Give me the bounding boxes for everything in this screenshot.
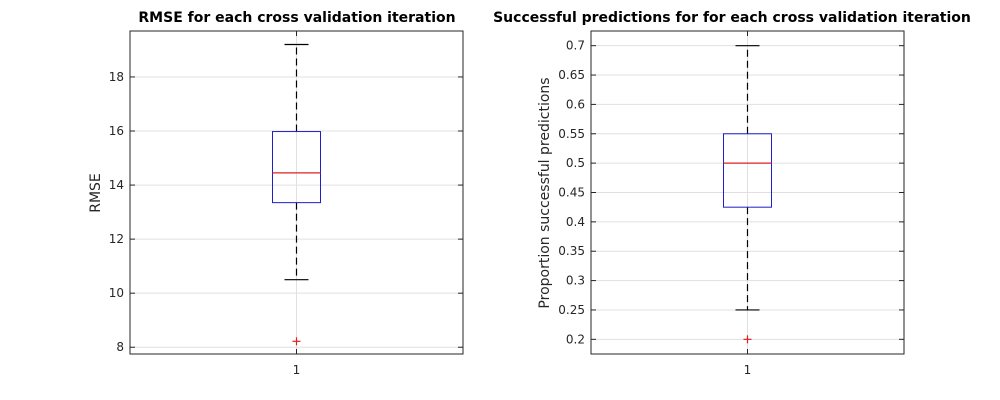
chart-0-axes-frame <box>129 30 464 355</box>
chart-0-ytick-label: 16 <box>109 124 124 138</box>
chart-1-xtick-label: 1 <box>744 363 752 377</box>
chart-success-ylabel: Proportion successful predictions <box>537 77 553 308</box>
chart-1-ytick-label: 0.6 <box>566 97 585 111</box>
chart-1-box <box>723 133 772 208</box>
chart-success: Successful predictions for for each cros… <box>493 10 971 377</box>
chart-1-axes-frame <box>590 30 905 355</box>
chart-1-ytick-label: 0.55 <box>558 127 585 141</box>
chart-1-ytick-label: 0.65 <box>558 68 585 82</box>
chart-0-outlier <box>292 337 301 346</box>
chart-0-ytick-label: 8 <box>116 340 124 354</box>
chart-0-xtick-label: 1 <box>293 363 301 377</box>
chart-1-ytick-label: 0.25 <box>558 303 585 317</box>
chart-1-ytick-label: 0.45 <box>558 186 585 200</box>
chart-0-ytick-label: 12 <box>109 232 124 246</box>
chart-rmse-title: RMSE for each cross validation iteration <box>138 10 455 26</box>
chart-1-ytick-label: 0.2 <box>566 332 585 346</box>
chart-1-ytick-label: 0.3 <box>566 274 585 288</box>
chart-1-ytick-label: 0.4 <box>566 215 585 229</box>
chart-0-ytick-label: 14 <box>109 178 124 192</box>
chart-0-ytick-label: 10 <box>109 286 124 300</box>
chart-0-box <box>272 131 321 204</box>
chart-1-outlier <box>743 335 752 344</box>
chart-0-ytick-label: 18 <box>109 70 124 84</box>
chart-rmse: RMSE for each cross validation iteration… <box>88 10 464 377</box>
chart-1-ytick-label: 0.5 <box>566 156 585 170</box>
chart-rmse-ylabel: RMSE <box>88 173 104 213</box>
chart-1-ytick-label: 0.7 <box>566 39 585 53</box>
chart-1-ytick-label: 0.35 <box>558 244 585 258</box>
chart-success-title: Successful predictions for for each cros… <box>493 10 971 26</box>
